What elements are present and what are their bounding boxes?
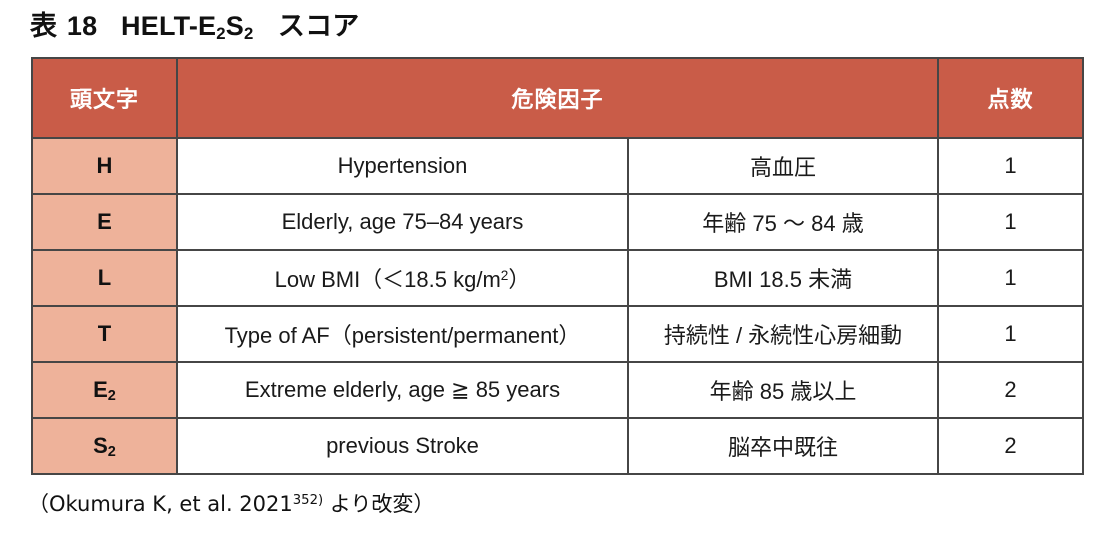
initial-subscript: 2 xyxy=(107,443,116,460)
source-suffix: より改変） xyxy=(323,492,435,516)
source-prefix: （Okumura K, et al. 2021 xyxy=(28,492,293,516)
table-header-row: 頭文字 危険因子 点数 xyxy=(31,57,1085,139)
cell-initial: E xyxy=(31,193,178,251)
header-initial: 頭文字 xyxy=(31,57,178,139)
cell-risk-factor-ja: 高血圧 xyxy=(626,137,940,195)
header-risk-factor: 危険因子 xyxy=(175,57,940,139)
cell-risk-factor-en: Type of AF（persistent/permanent） xyxy=(176,305,629,363)
cell-points: 2 xyxy=(937,417,1085,475)
source-citation: （Okumura K, et al. 2021352) より改変） xyxy=(28,489,434,523)
title-table-number: 18 xyxy=(66,11,98,41)
cell-initial: H xyxy=(31,137,178,195)
table-row: H Hypertension 高血圧 1 xyxy=(31,137,1085,195)
cell-initial: L xyxy=(31,249,178,307)
table-row: E Elderly, age 75–84 years 年齢 75 〜 84 歳 … xyxy=(31,193,1085,251)
title-score-sub-1: 2 xyxy=(216,23,226,43)
cell-initial: E2 xyxy=(31,361,178,419)
cell-risk-factor-ja: 年齢 75 〜 84 歳 xyxy=(626,193,940,251)
cell-risk-factor-en: Low BMI（＜18.5 kg/m2） xyxy=(176,249,629,307)
cell-points: 1 xyxy=(937,305,1085,363)
cell-points: 2 xyxy=(937,361,1085,419)
table-row: T Type of AF（persistent/permanent） 持続性 /… xyxy=(31,305,1085,363)
cell-risk-factor-en: previous Stroke xyxy=(176,417,629,475)
title-score-sub-2: 2 xyxy=(243,23,254,43)
title-score-mid: S xyxy=(225,11,244,41)
bmi-exponent: 2 xyxy=(500,267,509,283)
cell-risk-factor-ja: 脳卒中既往 xyxy=(626,417,940,475)
source-reference-number: 352) xyxy=(292,492,324,508)
cell-initial: S2 xyxy=(31,417,178,475)
cell-initial: T xyxy=(31,305,178,363)
table-row: L Low BMI（＜18.5 kg/m2） BMI 18.5 未満 1 xyxy=(31,249,1085,307)
helt-e2s2-score-table: 頭文字 危険因子 点数 H Hypertension 高血圧 1 E Elder… xyxy=(31,57,1085,475)
initial-subscript: 2 xyxy=(107,387,116,404)
cell-risk-factor-ja: 持続性 / 永続性心房細動 xyxy=(626,305,940,363)
cell-points: 1 xyxy=(937,249,1085,307)
table-row: S2 previous Stroke 脳卒中既往 2 xyxy=(31,417,1085,475)
cell-risk-factor-ja: 年齢 85 歳以上 xyxy=(626,361,940,419)
cell-risk-factor-en: Hypertension xyxy=(176,137,629,195)
cell-points: 1 xyxy=(937,137,1085,195)
title-score-name: HELT-E2S2 xyxy=(121,11,254,43)
cell-risk-factor-en: Extreme elderly, age ≧ 85 years xyxy=(176,361,629,419)
table-row: E2 Extreme elderly, age ≧ 85 years 年齢 85… xyxy=(31,361,1085,419)
cell-points: 1 xyxy=(937,193,1085,251)
page-title: 表 18 HELT-E2S2 スコア xyxy=(30,8,360,48)
cell-risk-factor-en: Elderly, age 75–84 years xyxy=(176,193,629,251)
title-table-label: 表 xyxy=(30,11,58,41)
title-score-suffix: スコア xyxy=(277,11,360,41)
cell-risk-factor-ja: BMI 18.5 未満 xyxy=(626,249,940,307)
header-points: 点数 xyxy=(937,57,1085,139)
table-body: H Hypertension 高血圧 1 E Elderly, age 75–8… xyxy=(31,137,1085,475)
title-score-prefix: HELT-E xyxy=(121,11,217,41)
